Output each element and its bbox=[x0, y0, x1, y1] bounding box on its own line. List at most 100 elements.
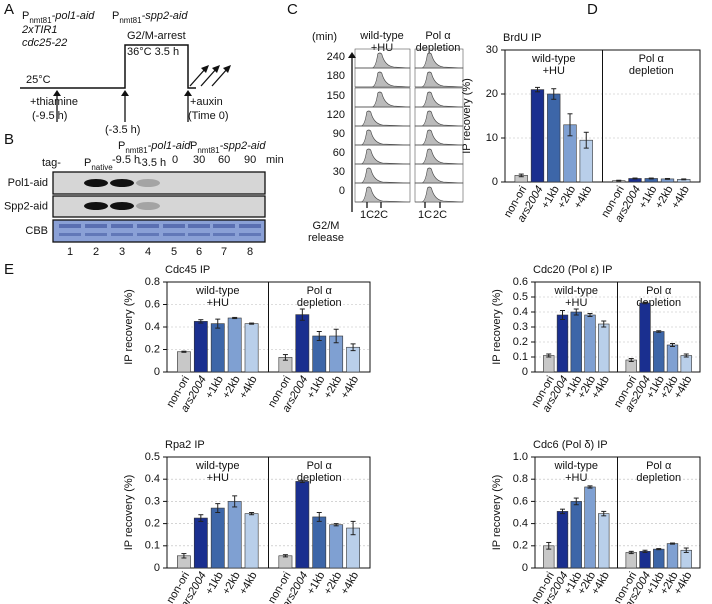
y-tick-label: 0.2 bbox=[513, 540, 528, 552]
error-bar bbox=[316, 512, 322, 522]
lane-number: 4 bbox=[145, 246, 151, 258]
y-tick-label: 0.3 bbox=[145, 495, 160, 507]
y-tick-label: 0.1 bbox=[145, 540, 160, 552]
group-label: Pol α bbox=[307, 285, 333, 297]
y-tick-label: 0.6 bbox=[513, 276, 528, 288]
lane-label: 60 bbox=[218, 154, 230, 166]
time-unit: (min) bbox=[312, 31, 337, 43]
label-part: nmt81 bbox=[125, 146, 148, 155]
bar bbox=[584, 314, 596, 373]
group-label: Pol α bbox=[646, 285, 672, 297]
x-tick-label: +4kb bbox=[237, 374, 259, 401]
error-bar bbox=[683, 353, 689, 358]
label-part: nmt81 bbox=[119, 16, 142, 25]
lane-label: 90 bbox=[244, 154, 256, 166]
strain-label: 2xTIR1 bbox=[21, 24, 57, 36]
histogram-frame bbox=[354, 144, 411, 165]
time-label: 90 bbox=[333, 128, 345, 140]
error-bar bbox=[656, 330, 662, 333]
error-bar bbox=[628, 550, 634, 555]
lane-number: 5 bbox=[171, 246, 177, 258]
step-label: +thiamine bbox=[30, 96, 78, 108]
error-bar bbox=[670, 542, 675, 545]
histogram-frame bbox=[414, 182, 464, 203]
lane-label: tag- bbox=[42, 157, 61, 169]
histogram bbox=[355, 129, 411, 146]
timeline bbox=[20, 44, 196, 89]
bar bbox=[244, 513, 259, 569]
bar bbox=[227, 317, 242, 373]
group-label: +HU bbox=[565, 297, 587, 309]
lane-number: 3 bbox=[119, 246, 125, 258]
histogram-frame bbox=[354, 125, 411, 146]
arrest-label: 36°C 3.5 h bbox=[127, 46, 179, 58]
error-bar bbox=[656, 548, 662, 551]
bar bbox=[570, 501, 582, 569]
error-bar bbox=[648, 177, 654, 180]
y-tick-label: 0.2 bbox=[145, 518, 160, 530]
error-bar bbox=[573, 497, 579, 506]
error-bar bbox=[181, 553, 187, 559]
y-tick-label: 0.4 bbox=[513, 306, 528, 318]
temp-label: 25°C bbox=[26, 74, 51, 86]
y-tick-label: 0.4 bbox=[145, 321, 160, 333]
chart-title: Rpa2 IP bbox=[165, 439, 205, 451]
panel-letter: E bbox=[4, 261, 14, 278]
bar bbox=[227, 501, 242, 569]
y-tick-label: 0.5 bbox=[145, 451, 160, 463]
histogram-frame bbox=[414, 67, 464, 88]
group-label: depletion bbox=[297, 297, 342, 309]
histogram bbox=[415, 110, 464, 127]
y-tick-label: 0.6 bbox=[145, 298, 160, 310]
label-part: P bbox=[22, 10, 29, 22]
band bbox=[188, 233, 210, 236]
y-tick-label: 1.0 bbox=[513, 451, 528, 463]
error-bar bbox=[282, 554, 288, 558]
arrow-head bbox=[348, 52, 356, 58]
error-bar bbox=[670, 343, 675, 347]
error-bar bbox=[249, 512, 255, 516]
panel-letter: B bbox=[4, 131, 14, 148]
y-tick-label: 0.3 bbox=[513, 321, 528, 333]
y-tick-label: 0.1 bbox=[513, 351, 528, 363]
blot-row-label: Pol1-aid bbox=[8, 177, 48, 189]
error-bar bbox=[181, 350, 187, 353]
bar bbox=[556, 314, 569, 373]
lane-number: 8 bbox=[247, 246, 253, 258]
lane-label: 30 bbox=[193, 154, 205, 166]
error-bar bbox=[551, 88, 557, 100]
bar bbox=[556, 511, 569, 569]
time-label: 0 bbox=[339, 185, 345, 197]
band bbox=[59, 224, 81, 228]
bar bbox=[653, 548, 665, 569]
error-bar bbox=[560, 310, 565, 320]
error-bar bbox=[628, 358, 634, 362]
error-bar bbox=[215, 318, 221, 329]
group-label: +HU bbox=[565, 472, 587, 484]
step-label: (-9.5 h) bbox=[32, 110, 67, 122]
bar bbox=[177, 351, 191, 373]
group-label: wild-type bbox=[554, 285, 598, 297]
error-bar bbox=[215, 503, 221, 513]
band bbox=[137, 224, 159, 228]
lane-number: 1 bbox=[67, 246, 73, 258]
column-label: Pol α bbox=[425, 30, 451, 42]
panel-letter: A bbox=[4, 1, 14, 18]
label-part: P bbox=[118, 140, 125, 152]
error-bar bbox=[683, 547, 689, 553]
x-tick-label: +4kb bbox=[572, 184, 594, 211]
error-bar bbox=[350, 520, 356, 536]
histogram bbox=[355, 186, 411, 203]
y-tick-label: 0.8 bbox=[145, 276, 160, 288]
bar bbox=[570, 311, 582, 373]
y-tick-label: 0 bbox=[154, 562, 160, 574]
error-bar bbox=[198, 319, 204, 324]
histogram-frame bbox=[414, 106, 464, 127]
histogram bbox=[355, 91, 411, 108]
time-label: 120 bbox=[327, 109, 345, 121]
bar bbox=[543, 355, 555, 373]
histogram-frame bbox=[354, 182, 411, 203]
y-tick-label: 0.2 bbox=[513, 336, 528, 348]
label-part: P bbox=[112, 10, 119, 22]
